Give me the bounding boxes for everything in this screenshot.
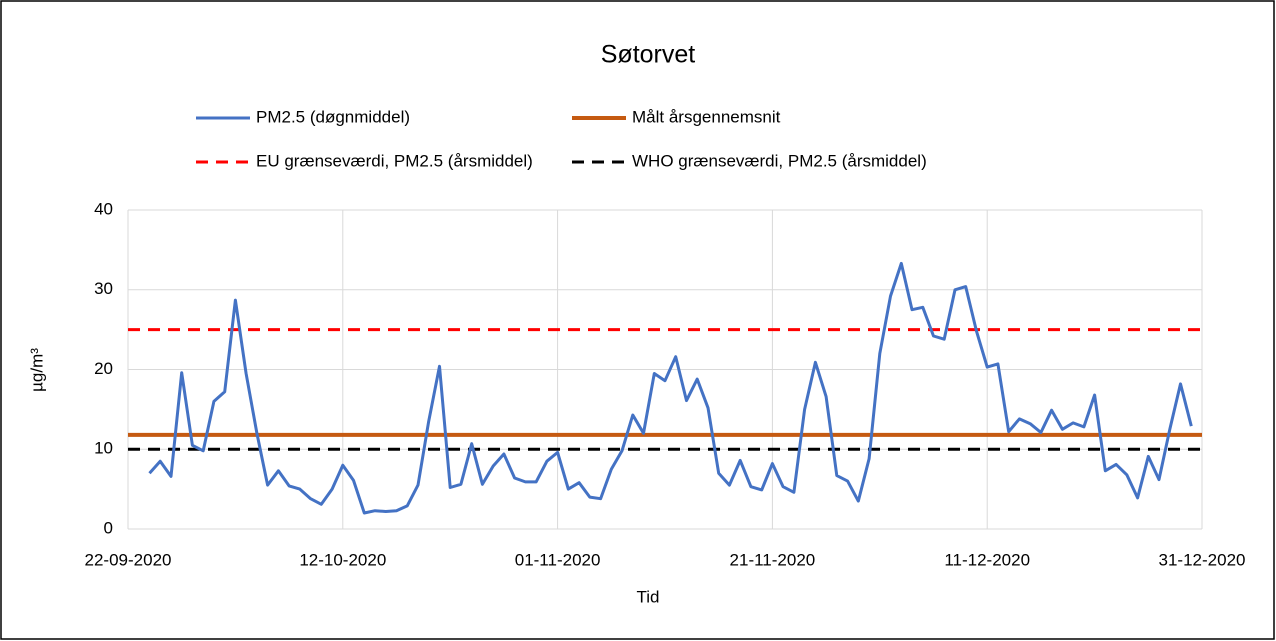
y-tick-label: 40 (94, 199, 113, 218)
x-tick-label: 21-11-2020 (730, 550, 816, 569)
y-tick-label: 30 (94, 279, 113, 298)
legend-label: Målt årsgennemsnit (632, 107, 781, 126)
x-tick-label: 31-12-2020 (1159, 550, 1246, 569)
x-tick-label: 01-11-2020 (515, 550, 601, 569)
x-tick-label: 22-09-2020 (85, 550, 172, 569)
x-tick-label: 12-10-2020 (299, 550, 386, 569)
legend-label: WHO grænseværdi, PM2.5 (årsmiddel) (632, 151, 927, 170)
legend-label: PM2.5 (døgnmiddel) (256, 107, 410, 126)
data-line (148, 261, 1193, 515)
y-axis-label: µg/m³ (27, 348, 46, 392)
legend-label: EU grænseværdi, PM2.5 (årsmiddel) (256, 151, 533, 170)
x-axis-label: Tid (637, 587, 660, 606)
y-tick-label: 10 (94, 439, 113, 458)
x-tick-label: 11-12-2020 (944, 550, 1030, 569)
chart-title: Søtorvet (601, 41, 696, 69)
y-tick-label: 20 (94, 359, 113, 378)
y-tick-label: 0 (104, 518, 113, 537)
